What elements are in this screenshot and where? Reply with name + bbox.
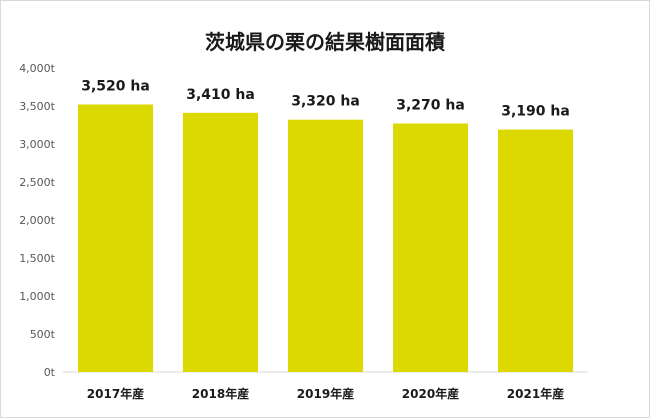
bar-2021年産 (498, 129, 573, 372)
x-axis: 2017年産 2018年産 2019年産 2020年産 2021年産 (87, 386, 564, 401)
bar-2018年産 (183, 112, 258, 372)
y-tick-label: 4,000t (19, 62, 55, 75)
chart-title: 茨城県の栗の結果樹面面積 (205, 30, 445, 54)
y-tick-label: 1,000t (19, 290, 55, 303)
x-category-label: 2019年産 (297, 386, 354, 401)
y-tick-label: 3,000t (19, 138, 55, 151)
bar-2017年産 (78, 104, 153, 372)
data-label: 3,190 ha (501, 104, 570, 120)
data-label: 3,410 ha (186, 87, 255, 103)
x-category-label: 2021年産 (507, 386, 564, 401)
data-label: 3,520 ha (81, 78, 150, 94)
x-category-label: 2020年産 (402, 386, 459, 401)
data-labels: 3,520 ha 3,410 ha 3,320 ha 3,270 ha 3,190 ha (81, 78, 570, 119)
bar-2020年産 (393, 123, 468, 372)
x-category-label: 2018年産 (192, 386, 249, 401)
data-label: 3,270 ha (396, 97, 465, 113)
y-tick-label: 1,500t (19, 252, 55, 265)
bar-2019年産 (288, 119, 363, 373)
bars (78, 104, 573, 373)
data-label: 3,320 ha (291, 94, 360, 110)
y-tick-label: 2,000t (19, 214, 55, 227)
x-category-label: 2017年産 (87, 386, 144, 401)
y-tick-label: 2,500t (19, 176, 55, 189)
y-tick-label: 500t (30, 328, 56, 341)
y-tick-label: 0t (44, 366, 56, 379)
y-tick-label: 3,500t (19, 100, 55, 113)
